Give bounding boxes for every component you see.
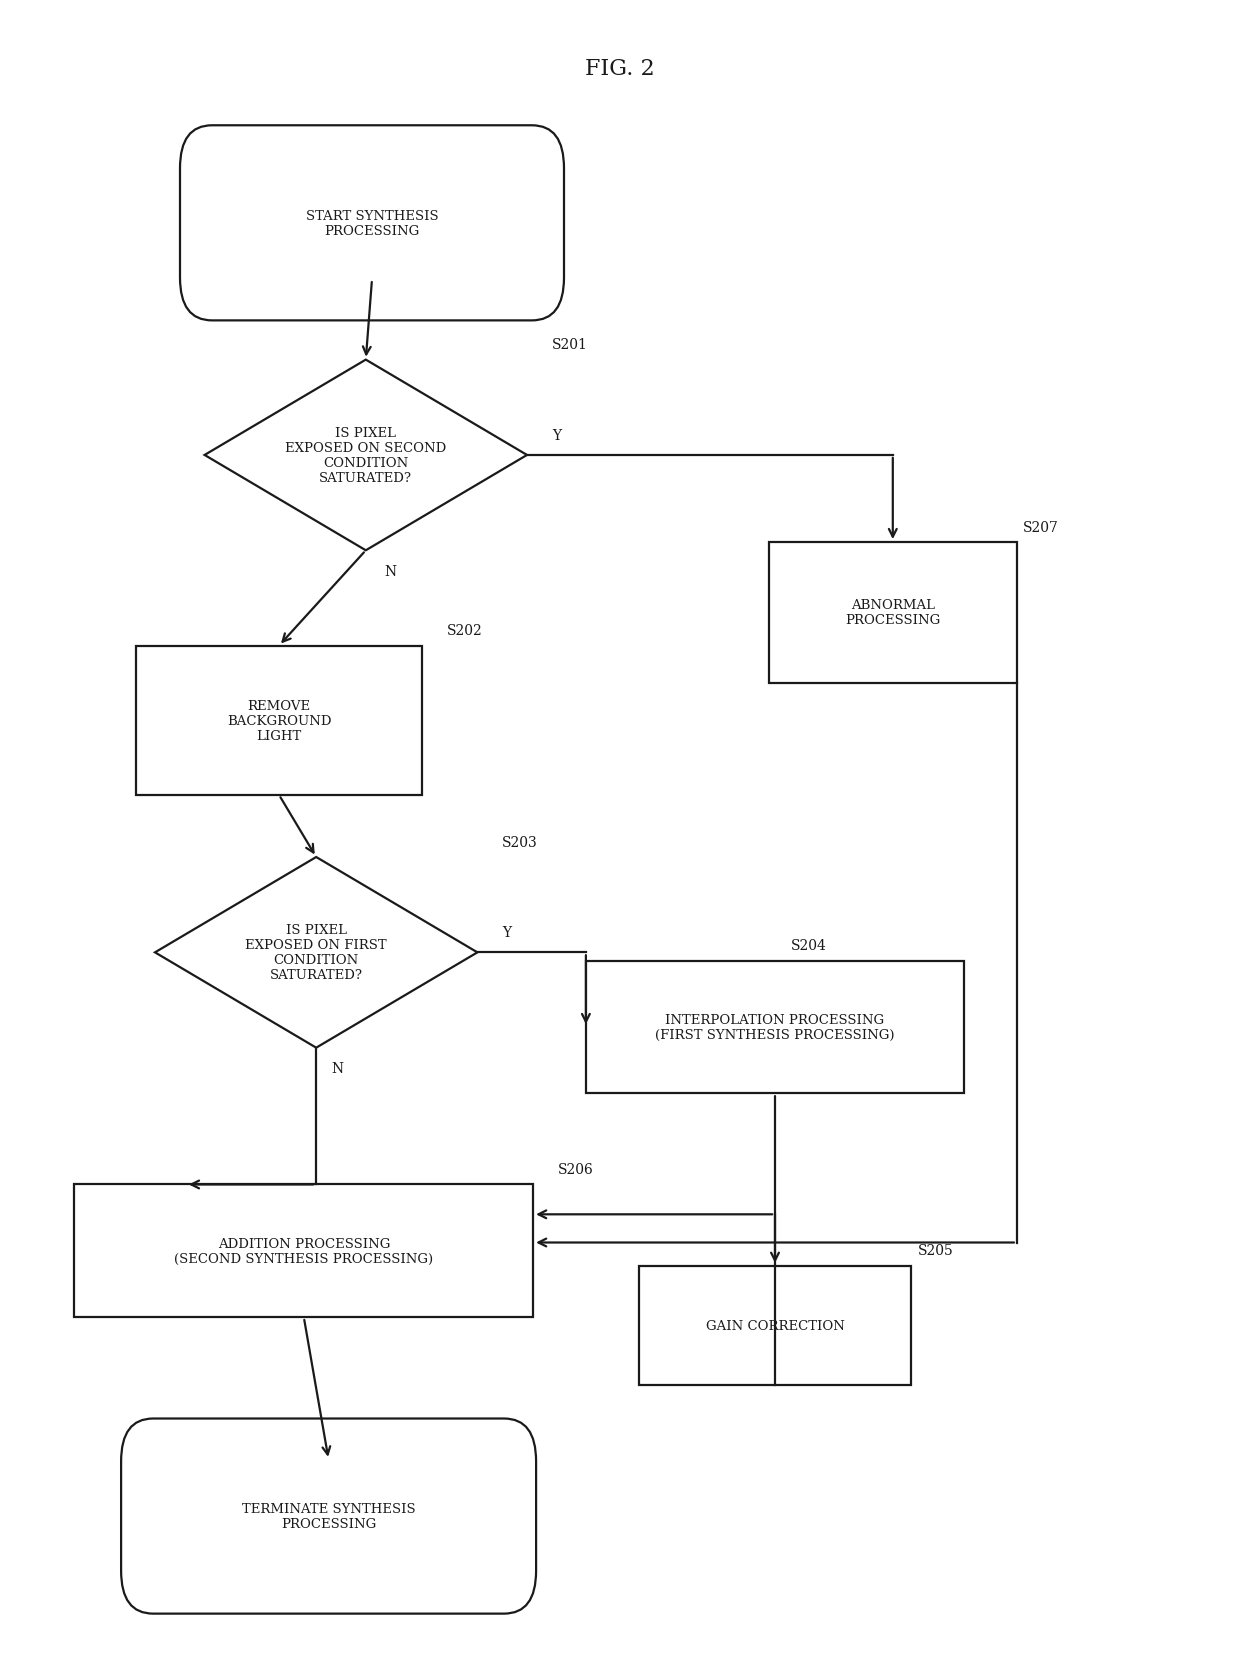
Text: GAIN CORRECTION: GAIN CORRECTION xyxy=(706,1319,844,1332)
Text: N: N xyxy=(331,1062,343,1075)
Text: IS PIXEL
EXPOSED ON SECOND
CONDITION
SATURATED?: IS PIXEL EXPOSED ON SECOND CONDITION SAT… xyxy=(285,428,446,484)
Bar xyxy=(639,1266,911,1385)
Text: TERMINATE SYNTHESIS
PROCESSING: TERMINATE SYNTHESIS PROCESSING xyxy=(242,1503,415,1529)
Text: IS PIXEL
EXPOSED ON FIRST
CONDITION
SATURATED?: IS PIXEL EXPOSED ON FIRST CONDITION SATU… xyxy=(246,925,387,981)
FancyBboxPatch shape xyxy=(180,126,564,321)
Polygon shape xyxy=(205,361,527,550)
Bar xyxy=(769,543,1017,683)
Text: S201: S201 xyxy=(552,338,588,353)
Text: N: N xyxy=(384,563,397,578)
Text: Y: Y xyxy=(552,429,560,442)
Bar xyxy=(587,961,965,1094)
Text: S203: S203 xyxy=(502,835,538,848)
Bar xyxy=(136,646,422,795)
Text: INTERPOLATION PROCESSING
(FIRST SYNTHESIS PROCESSING): INTERPOLATION PROCESSING (FIRST SYNTHESI… xyxy=(655,1014,895,1041)
Text: S207: S207 xyxy=(1023,520,1059,534)
Text: REMOVE
BACKGROUND
LIGHT: REMOVE BACKGROUND LIGHT xyxy=(227,699,331,742)
Polygon shape xyxy=(155,858,477,1049)
Text: S204: S204 xyxy=(791,940,826,953)
Text: ABNORMAL
PROCESSING: ABNORMAL PROCESSING xyxy=(846,600,940,626)
Text: S206: S206 xyxy=(558,1163,594,1176)
Bar xyxy=(74,1185,533,1317)
Text: S202: S202 xyxy=(446,625,482,638)
Text: START SYNTHESIS
PROCESSING: START SYNTHESIS PROCESSING xyxy=(306,210,438,237)
Text: S205: S205 xyxy=(918,1244,954,1258)
Text: ADDITION PROCESSING
(SECOND SYNTHESIS PROCESSING): ADDITION PROCESSING (SECOND SYNTHESIS PR… xyxy=(175,1238,433,1264)
FancyBboxPatch shape xyxy=(122,1418,536,1614)
Text: FIG. 2: FIG. 2 xyxy=(585,58,655,80)
Text: Y: Y xyxy=(502,926,511,940)
